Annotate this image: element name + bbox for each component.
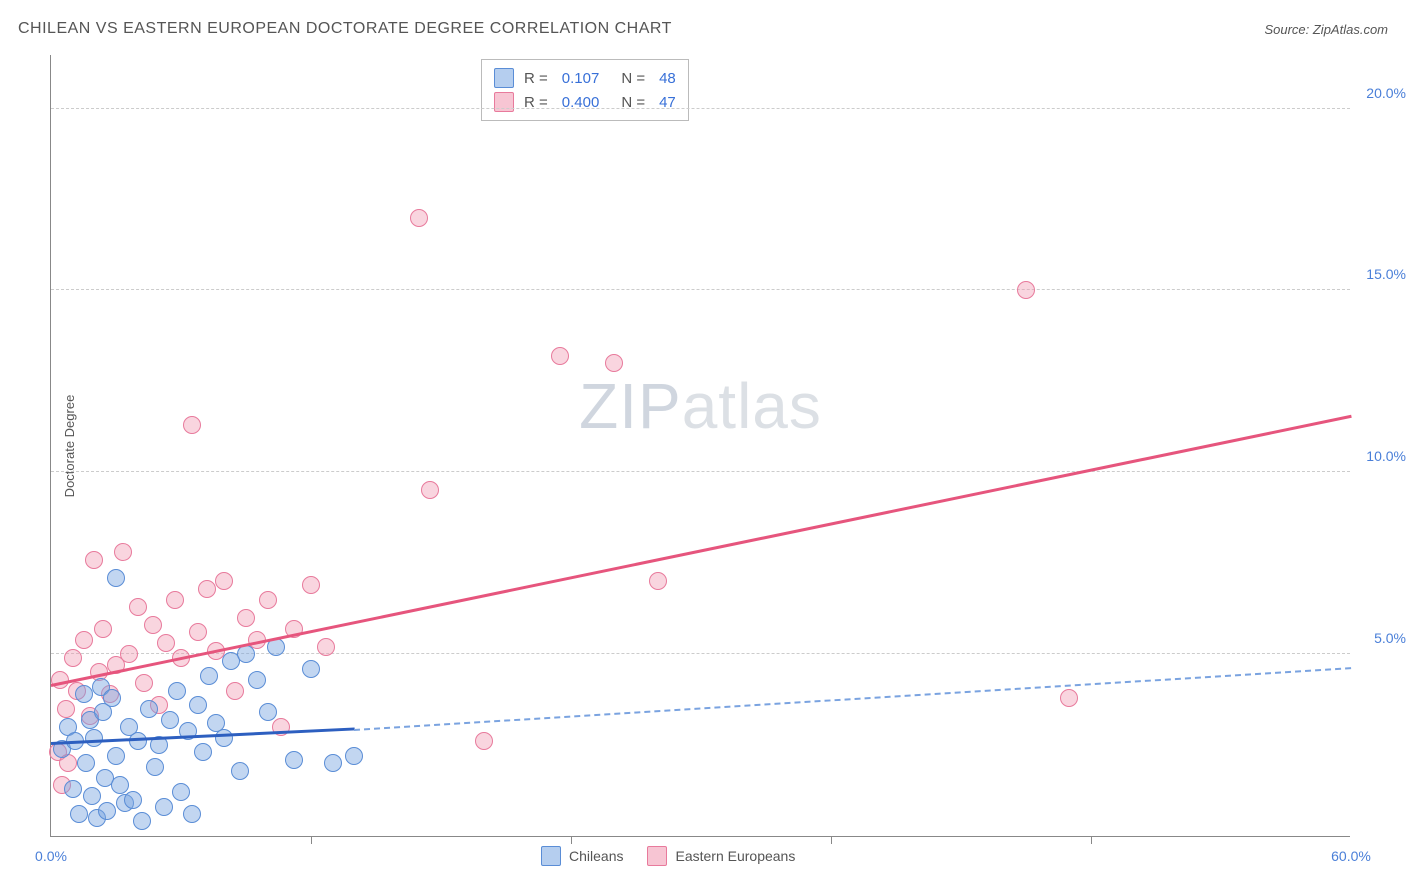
scatter-point <box>551 347 569 365</box>
watermark: ZIPatlas <box>579 369 822 443</box>
scatter-point <box>94 620 112 638</box>
scatter-point <box>649 572 667 590</box>
scatter-point <box>135 674 153 692</box>
n-label: N = <box>621 70 645 87</box>
x-tick-label: 0.0% <box>35 848 67 864</box>
scatter-point <box>75 685 93 703</box>
grid-line <box>51 289 1350 290</box>
series-legend: Chileans Eastern Europeans <box>541 846 795 866</box>
scatter-point <box>133 812 151 830</box>
scatter-point <box>140 700 158 718</box>
chart-title: CHILEAN VS EASTERN EUROPEAN DOCTORATE DE… <box>18 20 672 38</box>
scatter-point <box>215 729 233 747</box>
y-tick-label: 5.0% <box>1374 630 1406 646</box>
scatter-point <box>172 783 190 801</box>
scatter-point <box>57 700 75 718</box>
scatter-point <box>70 805 88 823</box>
scatter-point <box>324 754 342 772</box>
scatter-point <box>345 747 363 765</box>
scatter-point <box>75 631 93 649</box>
scatter-point <box>215 572 233 590</box>
swatch-pink-icon <box>647 846 667 866</box>
scatter-plot-area: ZIPatlas R = 0.107 N = 48 R = 0.400 N = … <box>50 55 1350 837</box>
scatter-point <box>183 416 201 434</box>
scatter-point <box>129 598 147 616</box>
correlation-legend: R = 0.107 N = 48 R = 0.400 N = 47 <box>481 59 689 121</box>
grid-line <box>51 471 1350 472</box>
legend-row-chileans: R = 0.107 N = 48 <box>494 66 676 90</box>
scatter-point <box>231 762 249 780</box>
x-minor-tick <box>311 836 312 844</box>
legend-label-eastern-europeans: Eastern Europeans <box>675 848 795 864</box>
x-minor-tick <box>571 836 572 844</box>
scatter-point <box>248 671 266 689</box>
source-attribution: Source: ZipAtlas.com <box>1264 22 1388 37</box>
scatter-point <box>64 649 82 667</box>
swatch-pink-icon <box>494 92 514 112</box>
scatter-point <box>194 743 212 761</box>
watermark-atlas: atlas <box>682 370 822 442</box>
n-value-blue: 48 <box>659 70 676 87</box>
scatter-point <box>475 732 493 750</box>
scatter-point <box>129 732 147 750</box>
trend-line-chileans-extrapolated <box>354 667 1351 731</box>
scatter-point <box>183 805 201 823</box>
scatter-point <box>189 623 207 641</box>
scatter-point <box>421 481 439 499</box>
y-tick-label: 15.0% <box>1366 266 1406 282</box>
y-tick-label: 20.0% <box>1366 85 1406 101</box>
r-label: R = <box>524 70 548 87</box>
scatter-point <box>103 689 121 707</box>
scatter-point <box>1060 689 1078 707</box>
scatter-point <box>259 703 277 721</box>
scatter-point <box>302 576 320 594</box>
scatter-point <box>317 638 335 656</box>
legend-item-chileans: Chileans <box>541 846 623 866</box>
scatter-point <box>166 591 184 609</box>
scatter-point <box>98 802 116 820</box>
x-tick-label: 60.0% <box>1331 848 1371 864</box>
grid-line <box>51 108 1350 109</box>
scatter-point <box>410 209 428 227</box>
scatter-point <box>155 798 173 816</box>
x-minor-tick <box>831 836 832 844</box>
scatter-point <box>200 667 218 685</box>
scatter-point <box>259 591 277 609</box>
watermark-zip: ZIP <box>579 370 682 442</box>
scatter-point <box>198 580 216 598</box>
scatter-point <box>144 616 162 634</box>
y-tick-label: 10.0% <box>1366 448 1406 464</box>
x-minor-tick <box>1091 836 1092 844</box>
r-value-blue: 0.107 <box>562 70 600 87</box>
scatter-point <box>111 776 129 794</box>
scatter-point <box>285 751 303 769</box>
scatter-point <box>226 682 244 700</box>
scatter-point <box>85 551 103 569</box>
legend-item-eastern-europeans: Eastern Europeans <box>647 846 795 866</box>
scatter-point <box>114 543 132 561</box>
scatter-point <box>302 660 320 678</box>
scatter-point <box>146 758 164 776</box>
scatter-point <box>157 634 175 652</box>
scatter-point <box>107 569 125 587</box>
trend-line-eastern-europeans <box>51 415 1352 687</box>
scatter-point <box>83 787 101 805</box>
swatch-blue-icon <box>494 68 514 88</box>
legend-row-eastern-europeans: R = 0.400 N = 47 <box>494 90 676 114</box>
scatter-point <box>237 609 255 627</box>
scatter-point <box>1017 281 1035 299</box>
scatter-point <box>120 645 138 663</box>
scatter-point <box>189 696 207 714</box>
scatter-point <box>107 747 125 765</box>
scatter-point <box>77 754 95 772</box>
scatter-point <box>124 791 142 809</box>
scatter-point <box>168 682 186 700</box>
legend-label-chileans: Chileans <box>569 848 623 864</box>
scatter-point <box>64 780 82 798</box>
scatter-point <box>85 729 103 747</box>
scatter-point <box>161 711 179 729</box>
scatter-point <box>605 354 623 372</box>
swatch-blue-icon <box>541 846 561 866</box>
